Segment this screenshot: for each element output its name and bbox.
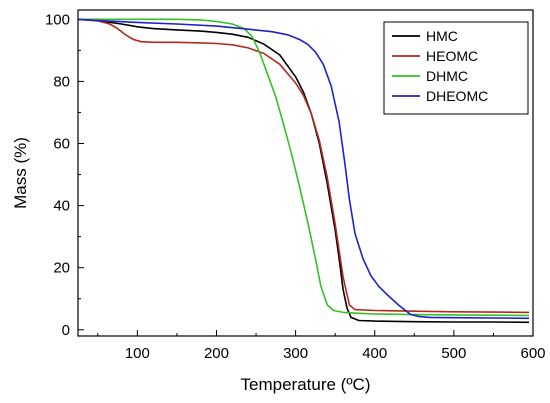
y-tick-label: 80 [53,73,70,90]
series-layer [77,18,530,324]
ticks-layer: 100 200 300 400 500 600 0 20 40 60 80 100 [45,11,546,362]
series-line-heomc [77,18,530,314]
legend-box [383,21,529,115]
y-tick-label: 40 [53,198,70,215]
y-tick-label: 20 [53,260,70,277]
series-line-dheomc [77,18,530,320]
legend-label-dheomc: DHEOMC [426,88,488,104]
y-axis-title: Mass (%) [11,137,30,209]
legend-label-dhmc: DHMC [426,68,468,84]
y-tick-label: 100 [45,11,70,28]
legend-label-hmc: HMC [426,28,458,44]
x-tick-label: 300 [283,345,308,362]
x-tick-label: 500 [441,345,466,362]
x-tick-label: 600 [520,345,545,362]
y-tick-label: 0 [62,322,70,339]
plot-frame [77,9,534,337]
x-axis-title: Temperature (ºC) [241,375,371,394]
legend-label-heomc: HEOMC [426,48,478,64]
legend: HMC HEOMC DHMC DHEOMC [383,21,529,115]
x-tick-label: 200 [204,345,229,362]
y-tick-label: 60 [53,136,70,153]
x-tick-label: 100 [125,345,150,362]
x-tick-label: 400 [362,345,387,362]
series-line-dhmc [78,18,530,317]
